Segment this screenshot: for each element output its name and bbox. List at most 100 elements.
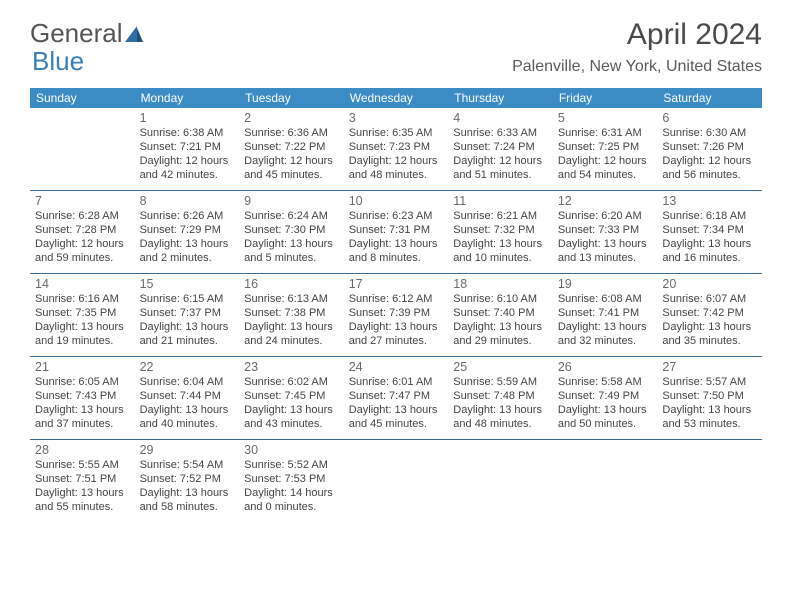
day-cell: 12Sunrise: 6:20 AMSunset: 7:33 PMDayligh…	[553, 191, 658, 273]
location: Palenville, New York, United States	[512, 58, 762, 76]
day-info: Sunrise: 6:36 AMSunset: 7:22 PMDaylight:…	[244, 126, 339, 182]
daylight-text: Daylight: 12 hours and 54 minutes.	[558, 154, 653, 182]
sunrise-text: Sunrise: 5:52 AM	[244, 458, 339, 472]
sunrise-text: Sunrise: 6:05 AM	[35, 375, 130, 389]
day-info: Sunrise: 6:26 AMSunset: 7:29 PMDaylight:…	[140, 209, 235, 265]
day-number: 12	[558, 194, 653, 208]
sunset-text: Sunset: 7:43 PM	[35, 389, 130, 403]
day-cell: 19Sunrise: 6:08 AMSunset: 7:41 PMDayligh…	[553, 274, 658, 356]
daylight-text: Daylight: 13 hours and 40 minutes.	[140, 403, 235, 431]
sunset-text: Sunset: 7:47 PM	[349, 389, 444, 403]
day-number: 14	[35, 277, 130, 291]
sunrise-text: Sunrise: 6:24 AM	[244, 209, 339, 223]
week-row: 21Sunrise: 6:05 AMSunset: 7:43 PMDayligh…	[30, 357, 762, 440]
day-number: 24	[349, 360, 444, 374]
dow-tuesday: Tuesday	[239, 88, 344, 108]
day-info: Sunrise: 6:18 AMSunset: 7:34 PMDaylight:…	[662, 209, 757, 265]
day-info: Sunrise: 5:57 AMSunset: 7:50 PMDaylight:…	[662, 375, 757, 431]
daylight-text: Daylight: 13 hours and 5 minutes.	[244, 237, 339, 265]
dow-sunday: Sunday	[30, 88, 135, 108]
day-cell: 18Sunrise: 6:10 AMSunset: 7:40 PMDayligh…	[448, 274, 553, 356]
daylight-text: Daylight: 13 hours and 24 minutes.	[244, 320, 339, 348]
sunrise-text: Sunrise: 6:20 AM	[558, 209, 653, 223]
day-of-week-header: Sunday Monday Tuesday Wednesday Thursday…	[30, 88, 762, 108]
dow-thursday: Thursday	[448, 88, 553, 108]
day-cell	[553, 440, 658, 522]
sunrise-text: Sunrise: 6:13 AM	[244, 292, 339, 306]
day-cell: 4Sunrise: 6:33 AMSunset: 7:24 PMDaylight…	[448, 108, 553, 190]
sunrise-text: Sunrise: 6:02 AM	[244, 375, 339, 389]
daylight-text: Daylight: 12 hours and 42 minutes.	[140, 154, 235, 182]
sunset-text: Sunset: 7:25 PM	[558, 140, 653, 154]
day-number: 9	[244, 194, 339, 208]
day-number: 4	[453, 111, 548, 125]
dow-monday: Monday	[135, 88, 240, 108]
day-cell: 14Sunrise: 6:16 AMSunset: 7:35 PMDayligh…	[30, 274, 135, 356]
day-number: 1	[140, 111, 235, 125]
day-info: Sunrise: 6:38 AMSunset: 7:21 PMDaylight:…	[140, 126, 235, 182]
day-cell: 6Sunrise: 6:30 AMSunset: 7:26 PMDaylight…	[657, 108, 762, 190]
sunset-text: Sunset: 7:40 PM	[453, 306, 548, 320]
day-info: Sunrise: 6:21 AMSunset: 7:32 PMDaylight:…	[453, 209, 548, 265]
sunset-text: Sunset: 7:42 PM	[662, 306, 757, 320]
daylight-text: Daylight: 13 hours and 50 minutes.	[558, 403, 653, 431]
sunset-text: Sunset: 7:22 PM	[244, 140, 339, 154]
daylight-text: Daylight: 13 hours and 10 minutes.	[453, 237, 548, 265]
daylight-text: Daylight: 13 hours and 45 minutes.	[349, 403, 444, 431]
day-cell: 27Sunrise: 5:57 AMSunset: 7:50 PMDayligh…	[657, 357, 762, 439]
day-number: 29	[140, 443, 235, 457]
day-cell: 5Sunrise: 6:31 AMSunset: 7:25 PMDaylight…	[553, 108, 658, 190]
daylight-text: Daylight: 13 hours and 8 minutes.	[349, 237, 444, 265]
day-cell	[448, 440, 553, 522]
calendar: Sunday Monday Tuesday Wednesday Thursday…	[30, 88, 762, 522]
sunrise-text: Sunrise: 6:07 AM	[662, 292, 757, 306]
sunset-text: Sunset: 7:26 PM	[662, 140, 757, 154]
sunrise-text: Sunrise: 5:58 AM	[558, 375, 653, 389]
sunrise-text: Sunrise: 6:08 AM	[558, 292, 653, 306]
month-title: April 2024	[512, 18, 762, 52]
daylight-text: Daylight: 13 hours and 32 minutes.	[558, 320, 653, 348]
day-number: 13	[662, 194, 757, 208]
sunset-text: Sunset: 7:52 PM	[140, 472, 235, 486]
sunrise-text: Sunrise: 6:36 AM	[244, 126, 339, 140]
day-number: 20	[662, 277, 757, 291]
day-cell: 10Sunrise: 6:23 AMSunset: 7:31 PMDayligh…	[344, 191, 449, 273]
sunset-text: Sunset: 7:30 PM	[244, 223, 339, 237]
day-info: Sunrise: 6:28 AMSunset: 7:28 PMDaylight:…	[35, 209, 130, 265]
sunrise-text: Sunrise: 6:23 AM	[349, 209, 444, 223]
day-info: Sunrise: 5:52 AMSunset: 7:53 PMDaylight:…	[244, 458, 339, 514]
day-cell: 7Sunrise: 6:28 AMSunset: 7:28 PMDaylight…	[30, 191, 135, 273]
daylight-text: Daylight: 13 hours and 2 minutes.	[140, 237, 235, 265]
sunset-text: Sunset: 7:45 PM	[244, 389, 339, 403]
day-cell: 11Sunrise: 6:21 AMSunset: 7:32 PMDayligh…	[448, 191, 553, 273]
sunrise-text: Sunrise: 6:16 AM	[35, 292, 130, 306]
daylight-text: Daylight: 12 hours and 56 minutes.	[662, 154, 757, 182]
day-number: 28	[35, 443, 130, 457]
sunset-text: Sunset: 7:23 PM	[349, 140, 444, 154]
day-cell: 25Sunrise: 5:59 AMSunset: 7:48 PMDayligh…	[448, 357, 553, 439]
day-info: Sunrise: 6:05 AMSunset: 7:43 PMDaylight:…	[35, 375, 130, 431]
sunset-text: Sunset: 7:37 PM	[140, 306, 235, 320]
daylight-text: Daylight: 13 hours and 13 minutes.	[558, 237, 653, 265]
day-info: Sunrise: 6:35 AMSunset: 7:23 PMDaylight:…	[349, 126, 444, 182]
day-info: Sunrise: 6:31 AMSunset: 7:25 PMDaylight:…	[558, 126, 653, 182]
day-number: 6	[662, 111, 757, 125]
sunrise-text: Sunrise: 6:26 AM	[140, 209, 235, 223]
header: General April 2024 Palenville, New York,…	[0, 0, 792, 80]
daylight-text: Daylight: 12 hours and 48 minutes.	[349, 154, 444, 182]
day-info: Sunrise: 6:08 AMSunset: 7:41 PMDaylight:…	[558, 292, 653, 348]
dow-wednesday: Wednesday	[344, 88, 449, 108]
day-info: Sunrise: 5:55 AMSunset: 7:51 PMDaylight:…	[35, 458, 130, 514]
day-info: Sunrise: 6:30 AMSunset: 7:26 PMDaylight:…	[662, 126, 757, 182]
daylight-text: Daylight: 13 hours and 53 minutes.	[662, 403, 757, 431]
day-info: Sunrise: 6:13 AMSunset: 7:38 PMDaylight:…	[244, 292, 339, 348]
sunrise-text: Sunrise: 6:12 AM	[349, 292, 444, 306]
day-number: 10	[349, 194, 444, 208]
day-cell: 8Sunrise: 6:26 AMSunset: 7:29 PMDaylight…	[135, 191, 240, 273]
sunrise-text: Sunrise: 6:01 AM	[349, 375, 444, 389]
day-info: Sunrise: 6:04 AMSunset: 7:44 PMDaylight:…	[140, 375, 235, 431]
day-cell: 3Sunrise: 6:35 AMSunset: 7:23 PMDaylight…	[344, 108, 449, 190]
sunset-text: Sunset: 7:38 PM	[244, 306, 339, 320]
daylight-text: Daylight: 13 hours and 35 minutes.	[662, 320, 757, 348]
daylight-text: Daylight: 13 hours and 19 minutes.	[35, 320, 130, 348]
